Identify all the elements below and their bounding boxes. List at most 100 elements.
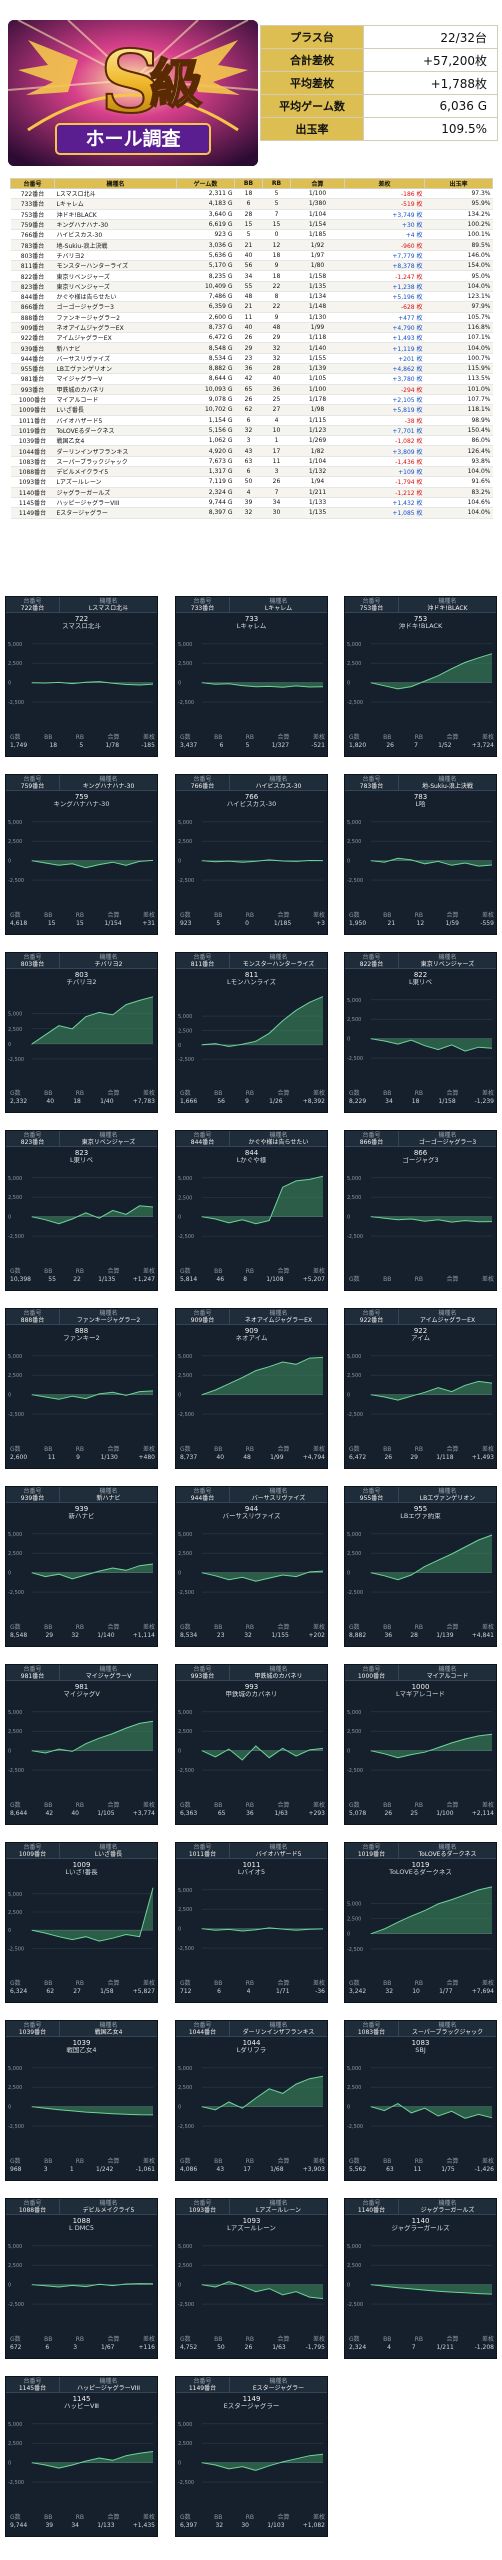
stat-label: 合算 xyxy=(277,912,290,919)
stats-labels: G数 BB RB 合算 差枚 xyxy=(180,2514,325,2522)
machine-chart-card[interactable]: 台番号 783番台 機種名 地-Sukiu-浪上決戦 783 L哈 5,000 2,500 0 -… xyxy=(344,774,497,935)
stats-labels: G数 BB RB 合算 差枚 xyxy=(180,1624,325,1632)
machine-chart-card[interactable]: 台番号 844番台 機種名 かぐや様は告らせたい 844 Lかぐや様 5,000 2,500 0… xyxy=(175,1130,328,1291)
machine-chart-card[interactable]: 台番号 811番台 機種名 モンスターハンターライズ 811 Lモンハンライズ 5,000 2… xyxy=(175,952,328,1113)
stats-labels: G数 BB RB 合算 差枚 xyxy=(10,1268,155,1276)
machine-chart-card[interactable]: 台番号 1011番台 機種名 バイオハザード5 1011 Lバイオ5 5,000 2,500 0… xyxy=(175,1842,328,2003)
slump-graph: 5,000 2,500 0 -2,500 xyxy=(8,820,154,884)
table-cell: 5,636 G xyxy=(176,250,235,262)
table-cell: ジャグラーガールズ xyxy=(54,487,177,498)
table-cell: 42 xyxy=(234,373,263,385)
stat-label: G数 xyxy=(10,1802,21,1809)
stats-labels: G数 BB RB 合算 差枚 xyxy=(180,2336,325,2344)
card-machine-number: 台番号 766番台 xyxy=(176,775,230,790)
stat-value: 1/135 xyxy=(98,1276,116,1283)
machine-chart-card[interactable]: 台番号 922番台 機種名 アイムジャグラーEX 922 アイム 5,000 2,500 0 -2… xyxy=(344,1308,497,1469)
stat-label: 合算 xyxy=(446,1624,459,1631)
label-no: 台番号 xyxy=(193,2200,212,2207)
machine-chart-card[interactable]: 台番号 1044番台 機種名 ダーリンインザフランキス 1044 Lダリフラ 5,000 2,… xyxy=(175,2020,328,2181)
machine-chart-card[interactable]: 台番号 733番台 機種名 Lキャレム 733 Lキャレム 5,000 2,500 0 -2,50… xyxy=(175,596,328,757)
stat-label: G数 xyxy=(10,734,21,741)
slump-graph: 5,000 2,500 0 -2,500 xyxy=(178,2244,324,2308)
card-header: 台番号 1149番台 機種名 Eスタージャグラー xyxy=(176,2377,327,2393)
machine-chart-card[interactable]: 台番号 766番台 機種名 ハイビスカス-30 766 ハイビスカス-30 5,000 2,5… xyxy=(175,774,328,935)
card-number: 766 xyxy=(244,793,259,801)
machine-chart-card[interactable]: 台番号 1000番台 機種名 マイアルコード 1000 Lマギアレコード 5,000 2,50… xyxy=(344,1664,497,1825)
stat-value: 1/108 xyxy=(266,1276,284,1283)
machine-chart-card[interactable]: 台番号 939番台 機種名 新ハナビ 939 新ハナビ 5,000 2,500 0 -2,500 G… xyxy=(5,1486,158,1647)
y-tick-label: -2,500 xyxy=(178,2124,194,2130)
table-cell: 5,170 G xyxy=(176,260,235,272)
stat-label: G数 xyxy=(10,2158,21,2165)
machine-chart-card[interactable]: 台番号 753番台 機種名 沖ドキ!BLACK 753 沖ドキ!BLACK 5,000 2,5… xyxy=(344,596,497,757)
stat-value: -1,061 xyxy=(135,2166,155,2173)
y-tick-label: 5,000 xyxy=(347,642,361,648)
machine-chart-card[interactable]: 台番号 759番台 機種名 キングハナハナ-30 759 キングハナハナ-30 5,000 2… xyxy=(5,774,158,935)
machine-chart-card[interactable]: 台番号 823番台 機種名 東京リベンジャーズ 823 L東リベ 5,000 2,500 0 -2… xyxy=(5,1130,158,1291)
table-cell: 100.2% xyxy=(424,219,493,231)
machine-chart-card[interactable]: 台番号 1019番台 機種名 ToLOVEるダークネス 1019 ToLOVEるダークネス… xyxy=(344,1842,497,2003)
card-number: 823 xyxy=(74,1149,89,1157)
stats-labels: G数 BB RB 合算 差枚 xyxy=(349,1090,494,1098)
column-header: ゲーム数 xyxy=(176,178,235,189)
card-stats: G数 BB RB 合算 差枚 2,600 11 9 1/130 +480 xyxy=(10,1446,155,1462)
card-number: 955 xyxy=(413,1505,428,1513)
table-cell: 759番台 xyxy=(10,219,55,231)
stat-label: RB xyxy=(414,734,424,741)
slump-graph: 5,000 2,500 0 -2,500 xyxy=(178,820,324,884)
card-stats: G数 BB RB 合算 差枚 5,078 26 25 1/100 +2,114 xyxy=(349,1802,494,1818)
card-machine-number: 台番号 733番台 xyxy=(176,597,230,612)
stat-label: BB xyxy=(383,1276,392,1283)
label-name: 機種名 xyxy=(269,2200,288,2207)
label-name: 機種名 xyxy=(99,954,118,961)
machine-chart-card[interactable]: 台番号 944番台 機種名 バーサスリヴァイズ 944 バーサスリヴァイズ 5,000 2,5… xyxy=(175,1486,328,1647)
table-cell: 2,324 G xyxy=(176,487,235,498)
stat-value: +116 xyxy=(138,2344,155,2351)
table-cell: 753番台 xyxy=(10,209,55,220)
table-cell: 86.0% xyxy=(424,435,493,447)
machine-chart-card[interactable]: 台番号 1039番台 機種名 戦国乙女4 1039 戦国乙女4 5,000 2,500 0 -2,… xyxy=(5,2020,158,2181)
slump-area xyxy=(202,996,323,1047)
table-cell: モンスターハンターライズ xyxy=(54,260,177,272)
machine-chart-card[interactable]: 台番号 822番台 機種名 東京リベンジャーズ 822 L東リベ 5,000 2,500 0 -2… xyxy=(344,952,497,1113)
table-cell: アイムジャグラーEX xyxy=(54,332,177,344)
card-title: Lバイオ5 xyxy=(237,1869,266,1876)
card-header: 台番号 722番台 機種名 Lスマスロ北斗 xyxy=(6,597,157,613)
machine-chart-card[interactable]: 台番号 1145番台 機種名 ハッピージャグラーVIII 1145 ハッピーVⅢ 5,000… xyxy=(5,2376,158,2537)
machine-chart-card[interactable]: 台番号 1083番台 機種名 スーパーブラックジャック 1083 SBJ 5,000 2,50… xyxy=(344,2020,497,2181)
machine-chart-card[interactable]: 台番号 722番台 機種名 Lスマスロ北斗 722 スマスロ北斗 5,000 2,500 0 -2… xyxy=(5,596,158,757)
y-tick-label: -2,500 xyxy=(8,1590,24,1596)
machine-chart-card[interactable]: 台番号 1009番台 機種名 Lいざ番長 1009 Lいざ!番長 5,000 2,500 0 -2… xyxy=(5,1842,158,2003)
machine-chart-card[interactable]: 台番号 866番台 機種名 ゴーゴージャグラー3 866 ゴージャグ3 5,000 2,500… xyxy=(344,1130,497,1291)
card-machine-name: 機種名 バイオハザード5 xyxy=(230,1843,327,1858)
machine-chart-card[interactable]: 台番号 803番台 機種名 チバリヨ2 803 チバリヨ2 5,000 2,500 0 -2,50… xyxy=(5,952,158,1113)
stats-values: 8,548 29 32 1/140 +1,114 xyxy=(10,1632,155,1640)
table-cell: 6 xyxy=(234,466,263,478)
y-tick-label: 0 xyxy=(347,1932,350,1938)
card-stats: G数 BB RB 合算 差枚 6,472 26 29 1/118 +1,493 xyxy=(349,1446,494,1462)
card-title: 沖ドキ!BLACK xyxy=(398,623,443,630)
stat-label: 合算 xyxy=(107,1624,120,1631)
machine-chart-card[interactable]: 台番号 1093番台 機種名 Lアズールレーン 1093 Lアズールレーン 5,000 2,5… xyxy=(175,2198,328,2359)
slump-line xyxy=(31,859,154,869)
table-row: 866番台 ゴーゴージャグラー3 6,359 G 21 22 1/148 -628 枚 97.… xyxy=(10,301,493,313)
machine-chart-card[interactable]: 台番号 955番台 機種名 LBエヴァンゲリオン 955 LBエヴァ約束 5,000 2,50… xyxy=(344,1486,497,1647)
table-row: 1088番台 デビルメイクライ5 1,317 G 6 3 1/132 +109 枚 104.0… xyxy=(10,466,493,478)
machine-chart-card[interactable]: 台番号 981番台 機種名 マイジャグラーV 981 マイジャグV 5,000 2,500 0 -… xyxy=(5,1664,158,1825)
machine-chart-card[interactable]: 台番号 1088番台 機種名 デビルメイクライ5 1088 L DMC5 5,000 2,50… xyxy=(5,2198,158,2359)
stat-label: G数 xyxy=(349,1276,360,1283)
stat-label: RB xyxy=(245,2158,255,2165)
y-tick-label: 0 xyxy=(178,2461,181,2467)
card-number: 1083 xyxy=(411,2039,430,2047)
machine-chart-card[interactable]: 台番号 1140番台 機種名 ジャグラーガールズ 1140 ジャグラーガールズ 5,000 2… xyxy=(344,2198,497,2359)
stat-label: BB xyxy=(383,1980,392,1987)
machine-chart-card[interactable]: 台番号 1149番台 機種名 Eスタージャグラー 1149 Eスタージャグラー 5,000 2… xyxy=(175,2376,328,2537)
table-cell: 113.5% xyxy=(424,373,493,385)
y-tick-label: 5,000 xyxy=(178,2066,192,2072)
machine-chart-card[interactable]: 台番号 993番台 機種名 甲鉄城のカバネリ 993 甲鉄城のカバネリ 5,000 2,500… xyxy=(175,1664,328,1825)
label-no: 台番号 xyxy=(193,2022,212,2029)
machine-chart-card[interactable]: 台番号 909番台 機種名 ネオアイムジャグラーEX 909 ネオアイム 5,000 2,50… xyxy=(175,1308,328,1469)
stat-label: BB xyxy=(214,1624,223,1631)
machine-chart-card[interactable]: 台番号 888番台 機種名 ファンキージャグラー2 888 ファンキー2 5,000 2,50… xyxy=(5,1308,158,1469)
